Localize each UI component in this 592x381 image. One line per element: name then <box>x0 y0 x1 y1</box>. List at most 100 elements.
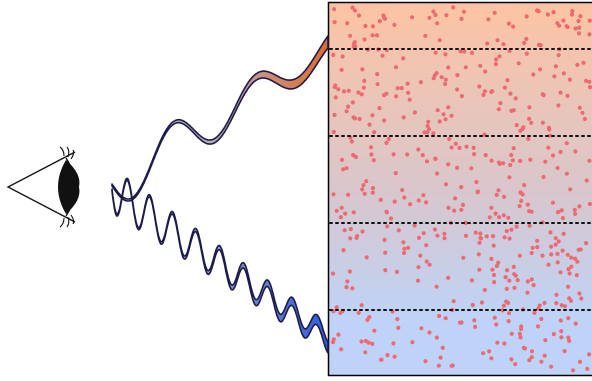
particle <box>401 56 406 61</box>
particle <box>524 51 529 56</box>
particle <box>573 149 578 154</box>
particle <box>443 117 448 122</box>
particle <box>472 318 477 323</box>
particle <box>345 279 350 284</box>
particle <box>383 250 388 255</box>
particle <box>418 80 423 85</box>
particle <box>569 264 574 269</box>
particle <box>396 325 401 330</box>
particle <box>350 286 355 291</box>
particle <box>443 316 448 321</box>
particle <box>547 127 552 132</box>
particle <box>513 362 518 367</box>
particle <box>350 5 355 10</box>
particle <box>567 271 572 276</box>
particle <box>434 71 439 76</box>
particle <box>514 224 519 229</box>
particle <box>529 355 534 360</box>
particle <box>487 349 492 354</box>
particle <box>577 105 582 110</box>
particle <box>485 41 490 46</box>
particle <box>386 136 391 142</box>
particle <box>364 255 369 260</box>
particle <box>555 251 560 256</box>
particle <box>476 252 481 257</box>
particle <box>439 75 444 80</box>
particle <box>498 101 503 106</box>
particle <box>346 192 351 197</box>
particle <box>566 267 571 272</box>
particle <box>587 79 592 84</box>
particle <box>437 38 442 43</box>
particle <box>521 345 526 350</box>
particle <box>361 85 366 90</box>
particle <box>446 162 451 167</box>
particle <box>528 157 533 162</box>
particle <box>469 50 475 55</box>
particle <box>346 88 351 93</box>
particle <box>375 82 380 87</box>
particle <box>338 215 343 220</box>
particle <box>442 236 447 241</box>
particle <box>424 259 429 264</box>
particle <box>487 215 492 220</box>
particle <box>410 340 415 345</box>
particle <box>369 152 374 157</box>
particle <box>577 25 582 30</box>
particle <box>515 278 520 283</box>
particle <box>352 40 357 45</box>
particle <box>345 21 350 26</box>
eye-icon <box>6 146 80 228</box>
particle <box>510 158 515 163</box>
particle <box>501 42 506 47</box>
particle <box>538 43 543 48</box>
particle <box>444 13 449 18</box>
particle <box>583 78 589 83</box>
particle <box>357 116 362 122</box>
particle <box>509 331 514 336</box>
particle <box>332 20 337 25</box>
particle <box>470 302 475 308</box>
particle <box>508 162 513 168</box>
particle <box>570 9 575 14</box>
particle <box>353 154 358 160</box>
particle <box>396 228 401 233</box>
particle <box>455 87 460 92</box>
particle <box>461 255 466 260</box>
particle <box>474 179 479 185</box>
particle <box>434 284 439 289</box>
particle <box>562 304 568 309</box>
particle <box>504 286 509 291</box>
particle <box>531 72 536 77</box>
particle <box>509 152 514 158</box>
particle <box>552 74 557 79</box>
particle <box>423 33 428 38</box>
particle <box>505 268 510 273</box>
particle <box>490 234 496 239</box>
eyelashes-icon <box>59 146 75 228</box>
particle <box>441 112 446 117</box>
particle <box>449 363 454 368</box>
particle <box>453 141 458 146</box>
particle <box>336 87 341 92</box>
particle <box>554 301 559 306</box>
particle <box>562 349 567 354</box>
particle <box>553 242 558 247</box>
particle <box>578 247 583 252</box>
particle <box>501 161 506 166</box>
particle <box>507 175 512 180</box>
particle <box>431 9 436 14</box>
particle <box>564 24 569 29</box>
particle <box>489 205 494 210</box>
particle <box>371 158 376 163</box>
particle <box>356 310 361 315</box>
particle <box>506 311 512 316</box>
particle <box>517 253 522 258</box>
particle <box>431 131 436 136</box>
particle <box>560 216 566 221</box>
particle <box>587 352 592 357</box>
particle <box>519 326 524 332</box>
particle <box>577 31 582 36</box>
